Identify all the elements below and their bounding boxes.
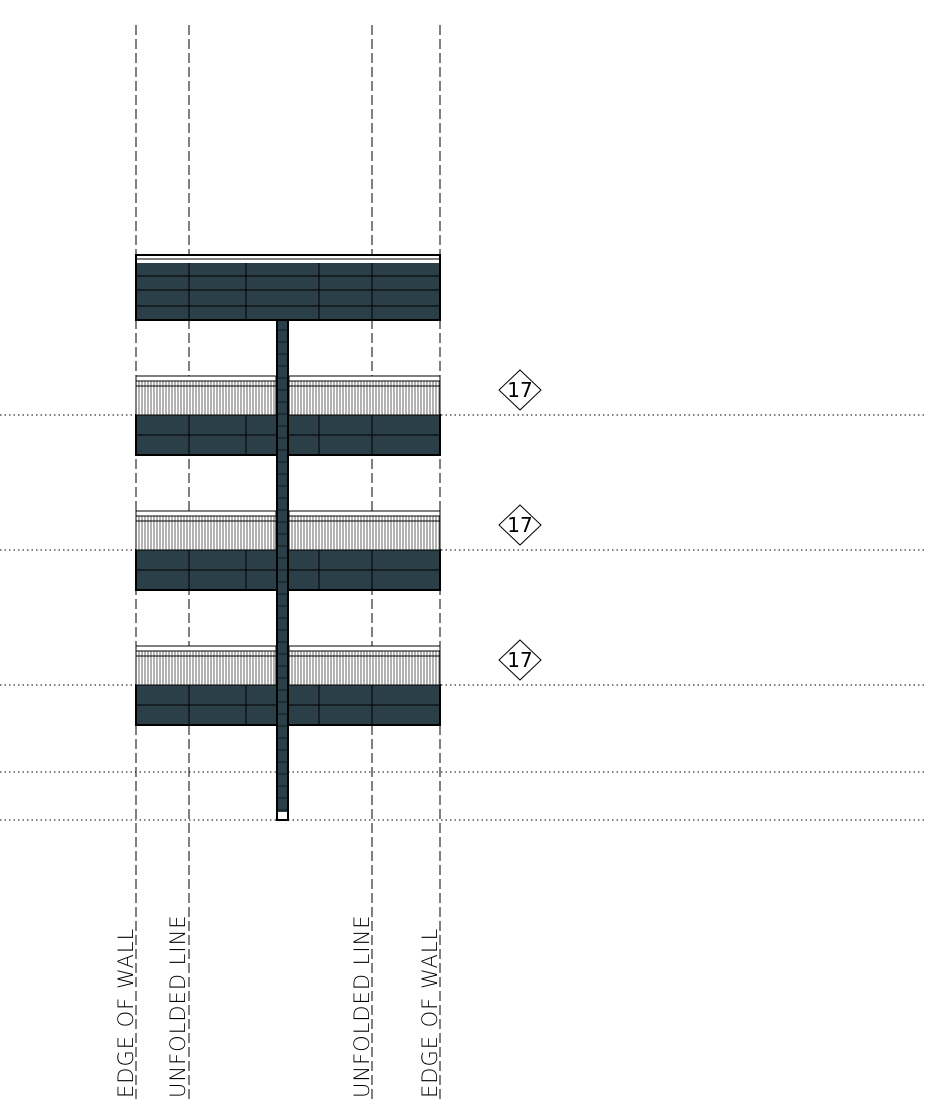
column-base: [278, 812, 287, 819]
railings: [135, 375, 441, 686]
reference-line-labels: EDGE OF WALL UNFOLDED LINE UNFOLDED LINE…: [114, 914, 442, 1098]
railing-frame: [135, 375, 277, 416]
railing-frame: [288, 645, 441, 686]
tag-17-label-3: 17: [507, 648, 532, 672]
railing-frame: [135, 510, 277, 551]
railing-3: [135, 645, 441, 686]
tag-17-label-2: 17: [507, 513, 532, 537]
railing-2: [135, 510, 441, 551]
railing-frame: [288, 375, 441, 416]
unfolded-line-right-label: UNFOLDED LINE: [350, 914, 374, 1098]
railing-frame: [288, 510, 441, 551]
tag-17-label-1: 17: [507, 378, 532, 402]
railing-1: [135, 375, 441, 416]
edge-of-wall-left-label: EDGE OF WALL: [114, 928, 138, 1098]
tag-17-marker-3: 17: [498, 639, 542, 681]
tag-markers: 17 17 17: [498, 369, 542, 681]
floor-slab-1: [135, 254, 441, 321]
unfolded-line-left-label: UNFOLDED LINE: [166, 914, 190, 1098]
edge-of-wall-right-label: EDGE OF WALL: [418, 928, 442, 1098]
center-column: [276, 319, 289, 821]
railing-frame: [135, 645, 277, 686]
tag-17-marker-1: 17: [498, 369, 542, 411]
slab-fill: [137, 263, 439, 319]
level-lines: [0, 414, 925, 821]
tag-17-marker-2: 17: [498, 504, 542, 546]
